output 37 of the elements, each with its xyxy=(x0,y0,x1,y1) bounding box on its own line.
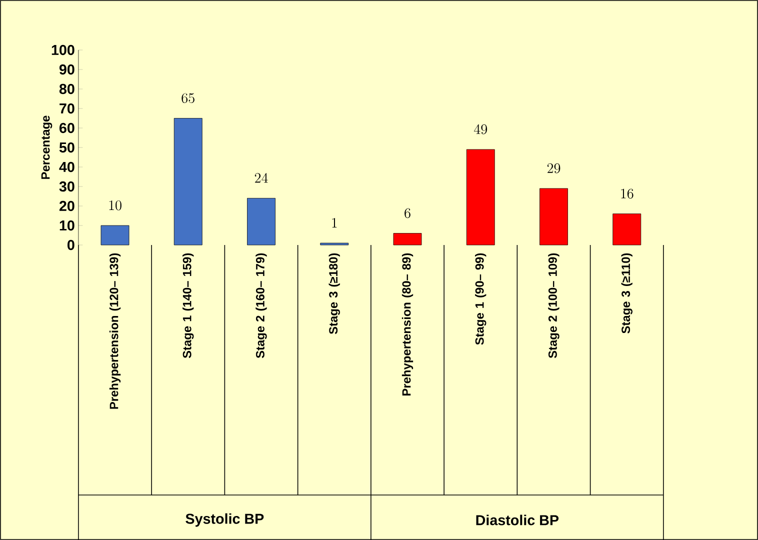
y-tick-label: 40 xyxy=(59,162,74,172)
bar xyxy=(174,118,202,246)
data-label: 10 xyxy=(109,200,122,210)
y-tick-label: 20 xyxy=(59,200,74,211)
x-tick-label: Stage 1 (140– 159) xyxy=(182,253,194,358)
bar xyxy=(393,232,422,246)
x-tick-label: Stage 3 (≥110) xyxy=(621,253,632,334)
x-tick-label: Stage 2 (100– 109) xyxy=(548,253,560,358)
y-tick-label: 90 xyxy=(59,64,74,74)
data-label: 16 xyxy=(621,188,634,198)
y-axis-title: Percentage xyxy=(41,116,52,179)
data-label: 29 xyxy=(547,163,560,174)
data-label: 65 xyxy=(182,93,194,103)
data-label: 24 xyxy=(254,172,268,182)
y-tick-label: 100 xyxy=(52,44,74,55)
bar xyxy=(612,213,642,246)
y-tick-label: 80 xyxy=(59,84,74,94)
x-tick-label: Stage 1 (90– 99) xyxy=(475,253,486,345)
bar xyxy=(247,198,276,246)
x-tick-label: Prehypertension (80– 89) xyxy=(402,253,414,396)
y-tick-label: 60 xyxy=(60,122,74,133)
y-tick-label: 50 xyxy=(59,142,74,152)
bar xyxy=(466,149,495,246)
text: Diastolic BP xyxy=(476,514,559,526)
y-tick-label: 0 xyxy=(68,240,74,250)
bar xyxy=(540,188,568,246)
y-tick-label: 10 xyxy=(60,220,74,230)
y-tick-label: 30 xyxy=(59,181,74,192)
x-tick-label: Stage 2 (160– 179) xyxy=(256,253,267,358)
text: Systolic BP xyxy=(186,513,264,526)
x-tick-label: Prehypertension (120– 139) xyxy=(109,253,121,409)
y-tick-label: 70 xyxy=(60,103,74,114)
x-tick-label: Stage 3 (≥180) xyxy=(328,253,340,334)
data-label: 6 xyxy=(404,208,410,218)
bar xyxy=(100,225,130,246)
data-label: 1 xyxy=(332,218,337,228)
data-label: 49 xyxy=(474,124,488,134)
